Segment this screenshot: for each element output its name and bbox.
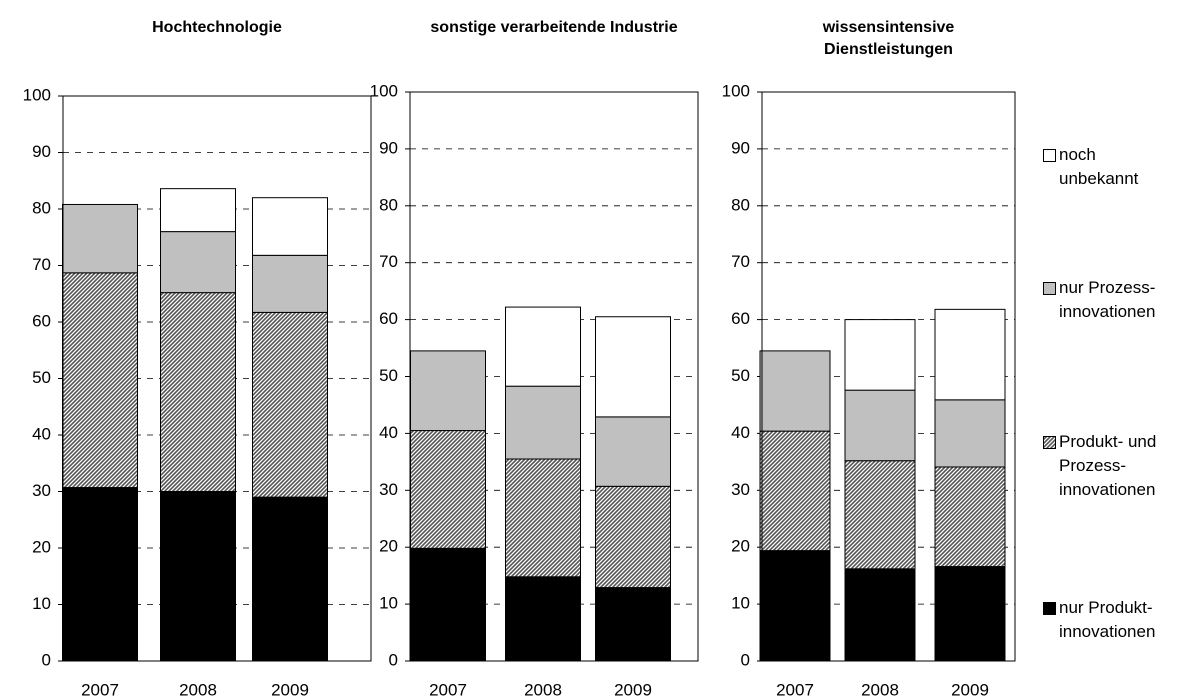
bar-segment — [252, 496, 328, 662]
y-tick-label: 0 — [42, 650, 51, 669]
bar-segment — [505, 458, 581, 578]
y-tick-label: 50 — [379, 366, 398, 385]
y-tick-label: 60 — [379, 309, 398, 328]
x-tick-label: 2007 — [429, 680, 467, 699]
y-tick-label: 40 — [32, 424, 51, 443]
x-tick-label: 2008 — [179, 680, 217, 699]
legend-swatch — [1043, 149, 1056, 162]
y-tick-label: 100 — [722, 81, 750, 100]
legend-label: noch unbekannt — [1059, 145, 1139, 188]
bar-segment — [505, 385, 581, 460]
legend-swatch-fill — [1043, 149, 1056, 162]
bar-segment — [62, 203, 138, 274]
bar-segment — [252, 311, 328, 498]
bar-segment — [505, 576, 581, 662]
y-tick-label: 90 — [379, 138, 398, 157]
plot-frame — [761, 91, 1016, 662]
legend-swatch-fill — [1043, 602, 1056, 615]
bar-segment — [160, 292, 236, 492]
bar-segment — [844, 568, 916, 662]
bar-segment — [759, 350, 831, 432]
plot-frame — [409, 91, 699, 662]
y-tick-label: 0 — [389, 650, 398, 669]
x-tick-label: 2009 — [951, 680, 989, 699]
x-tick-label: 2009 — [271, 680, 309, 699]
legend-label: Produkt- und Prozess-innovationen — [1059, 432, 1157, 499]
bar-segment — [759, 550, 831, 662]
chart-title: sonstige verarbeitende Industrie — [430, 19, 678, 36]
legend-swatch-fill — [1043, 436, 1056, 449]
bar-segment — [505, 306, 581, 387]
y-tick-label: 70 — [379, 252, 398, 271]
legend-item: nur Prozess-innovationen — [1043, 276, 1173, 324]
y-tick-label: 60 — [32, 311, 51, 330]
y-tick-label: 50 — [32, 368, 51, 387]
y-tick-label: 30 — [731, 480, 750, 499]
y-tick-label: 20 — [731, 537, 750, 556]
bar-segment — [595, 587, 671, 662]
y-tick-label: 90 — [731, 138, 750, 157]
x-tick-label: 2008 — [524, 680, 562, 699]
legend-item: nur Produkt-innovationen — [1043, 596, 1173, 644]
y-tick-label: 90 — [32, 142, 51, 161]
bar-segment — [934, 399, 1006, 468]
x-tick-label: 2007 — [776, 680, 814, 699]
bar-segment — [62, 487, 138, 662]
y-tick-label: 30 — [379, 480, 398, 499]
bar-segment — [62, 272, 138, 489]
legend-label: nur Prozess-innovationen — [1059, 278, 1156, 321]
bar-segment — [844, 389, 916, 462]
legend-swatch — [1043, 436, 1056, 449]
y-tick-label: 10 — [731, 594, 750, 613]
bar-segment — [844, 460, 916, 570]
plot-frame — [62, 95, 372, 662]
y-tick-label: 50 — [731, 366, 750, 385]
legend-item: Produkt- und Prozess-innovationen — [1043, 430, 1173, 502]
bar-segment — [160, 188, 236, 233]
bar-segment — [759, 430, 831, 552]
bar-segment — [595, 316, 671, 418]
y-tick-label: 20 — [379, 537, 398, 556]
bar-segment — [252, 254, 328, 313]
x-tick-label: 2007 — [81, 680, 119, 699]
bar-segment — [160, 231, 236, 294]
y-tick-label: 100 — [23, 85, 51, 104]
y-tick-label: 10 — [32, 594, 51, 613]
y-tick-label: 30 — [32, 481, 51, 500]
bar-segment — [410, 547, 486, 662]
legend-swatch — [1043, 282, 1056, 295]
bar-segment — [410, 430, 486, 549]
bar-segment — [160, 491, 236, 662]
bar-segment — [934, 466, 1006, 568]
y-tick-label: 100 — [370, 81, 398, 100]
x-tick-label: 2009 — [614, 680, 652, 699]
bar-segment — [595, 485, 671, 589]
y-tick-label: 80 — [379, 195, 398, 214]
y-tick-label: 60 — [731, 309, 750, 328]
legend-swatch-fill — [1043, 282, 1056, 295]
y-tick-label: 80 — [731, 195, 750, 214]
chart-title: Hochtechnologie — [152, 19, 282, 36]
legend-item: noch unbekannt — [1043, 143, 1173, 191]
y-tick-label: 0 — [741, 650, 750, 669]
bar-segment — [844, 319, 916, 391]
x-tick-label: 2008 — [861, 680, 899, 699]
y-tick-label: 70 — [731, 252, 750, 271]
y-tick-label: 10 — [379, 594, 398, 613]
bar-segment — [934, 566, 1006, 662]
chart-title: wissensintensive Dienstleistungen — [822, 19, 955, 58]
y-tick-label: 40 — [379, 423, 398, 442]
y-tick-label: 80 — [32, 198, 51, 217]
bar-segment — [410, 350, 486, 432]
legend-swatch — [1043, 602, 1056, 615]
y-tick-label: 40 — [731, 423, 750, 442]
y-tick-label: 20 — [32, 537, 51, 556]
bar-segment — [252, 197, 328, 256]
bar-segment — [595, 416, 671, 487]
legend-label: nur Produkt-innovationen — [1059, 598, 1156, 641]
y-tick-label: 70 — [32, 255, 51, 274]
bar-segment — [934, 308, 1006, 401]
